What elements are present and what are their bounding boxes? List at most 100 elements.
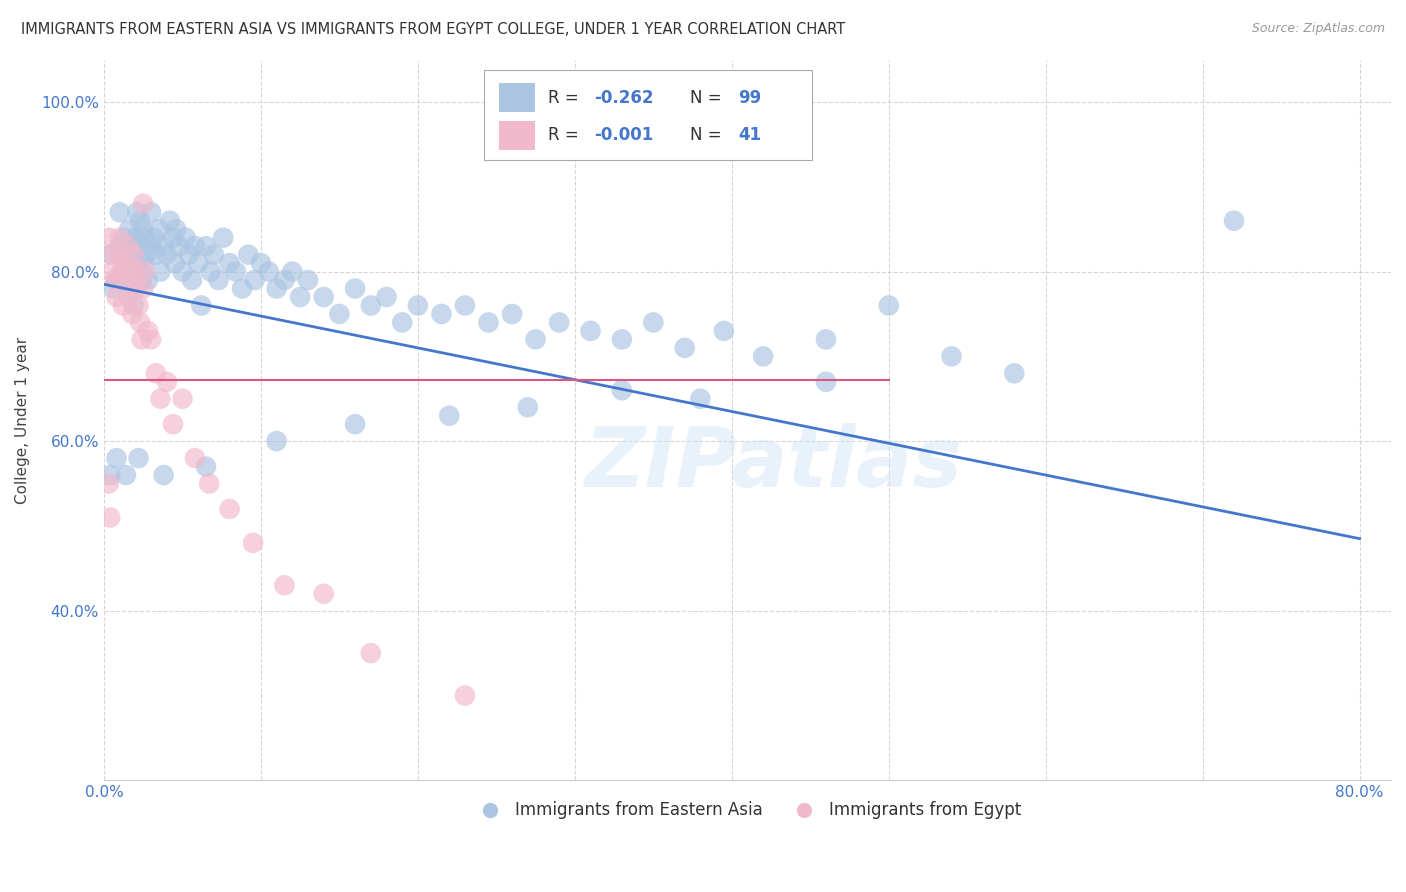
FancyBboxPatch shape <box>499 120 536 150</box>
Point <box>643 315 665 329</box>
Point <box>190 298 212 312</box>
Point <box>198 476 221 491</box>
Point <box>165 222 187 236</box>
Point <box>477 315 499 329</box>
Point <box>124 256 146 270</box>
Point <box>136 273 159 287</box>
Point <box>202 247 225 261</box>
Point <box>180 273 202 287</box>
Point <box>200 264 222 278</box>
Point <box>187 256 209 270</box>
Point <box>108 230 131 244</box>
Point <box>195 239 218 253</box>
Point <box>238 247 260 261</box>
Point <box>125 264 148 278</box>
Point <box>98 510 121 524</box>
Point <box>152 239 174 253</box>
Point <box>184 451 207 466</box>
Point <box>312 587 335 601</box>
Point <box>231 281 253 295</box>
Point <box>673 341 696 355</box>
Point <box>713 324 735 338</box>
Point <box>108 239 131 253</box>
Point <box>391 315 413 329</box>
Text: 99: 99 <box>738 89 762 107</box>
Point <box>132 222 155 236</box>
Point <box>516 401 538 415</box>
Text: -0.262: -0.262 <box>595 89 654 107</box>
Point <box>281 264 304 278</box>
Point <box>136 324 159 338</box>
Point <box>129 315 152 329</box>
Point <box>103 281 125 295</box>
Point <box>121 264 143 278</box>
Point <box>184 239 207 253</box>
Point <box>297 273 319 287</box>
Point <box>266 281 288 295</box>
FancyBboxPatch shape <box>499 83 536 112</box>
Point <box>107 247 129 261</box>
Text: R =: R = <box>548 89 583 107</box>
Point <box>128 239 150 253</box>
Point <box>108 205 131 219</box>
Point <box>129 213 152 227</box>
Point <box>439 409 461 423</box>
Point <box>579 324 602 338</box>
Point <box>98 247 121 261</box>
Point <box>139 332 162 346</box>
Point <box>328 307 350 321</box>
Point <box>877 298 900 312</box>
Point <box>124 281 146 295</box>
Text: N =: N = <box>689 127 727 145</box>
Point <box>111 298 134 312</box>
Text: IMMIGRANTS FROM EASTERN ASIA VS IMMIGRANTS FROM EGYPT COLLEGE, UNDER 1 YEAR CORR: IMMIGRANTS FROM EASTERN ASIA VS IMMIGRAN… <box>21 22 845 37</box>
Point <box>257 264 280 278</box>
Text: R =: R = <box>548 127 583 145</box>
Point <box>110 264 132 278</box>
Point <box>156 375 179 389</box>
Point <box>139 239 162 253</box>
Text: N =: N = <box>689 89 727 107</box>
Point <box>941 350 963 364</box>
Point <box>145 247 167 261</box>
Point <box>266 434 288 449</box>
Point <box>273 578 295 592</box>
Point <box>152 468 174 483</box>
Point <box>752 350 775 364</box>
Point <box>132 281 155 295</box>
Point <box>360 298 382 312</box>
Point <box>115 468 138 483</box>
Point <box>117 281 139 295</box>
Point <box>115 247 138 261</box>
Point <box>177 247 200 261</box>
Point <box>501 307 523 321</box>
Point <box>112 256 135 270</box>
Point <box>134 230 156 244</box>
Point <box>375 290 398 304</box>
Point <box>548 315 571 329</box>
Point <box>131 332 153 346</box>
Point <box>105 273 128 287</box>
Point <box>134 264 156 278</box>
Point <box>207 273 229 287</box>
Point <box>162 417 184 432</box>
Point <box>344 281 367 295</box>
Point <box>814 332 837 346</box>
Point <box>225 264 247 278</box>
Point <box>218 502 240 516</box>
Point <box>120 264 142 278</box>
Point <box>814 375 837 389</box>
Point <box>312 290 335 304</box>
Point <box>139 205 162 219</box>
FancyBboxPatch shape <box>484 70 811 161</box>
Point <box>132 196 155 211</box>
Point <box>125 205 148 219</box>
Point <box>105 451 128 466</box>
Point <box>122 298 145 312</box>
Point <box>243 273 266 287</box>
Point <box>288 290 311 304</box>
Point <box>242 536 264 550</box>
Point <box>143 230 166 244</box>
Point <box>159 213 181 227</box>
Point <box>250 256 273 270</box>
